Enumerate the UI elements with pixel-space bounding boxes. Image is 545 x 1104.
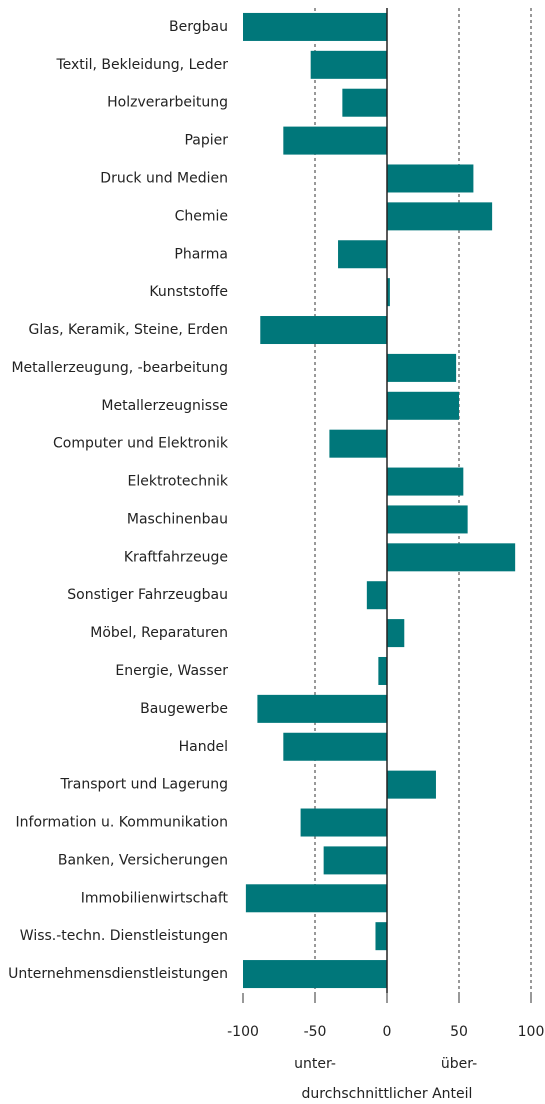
y-tick-label: Druck und Medien [100,170,228,186]
bar [387,391,459,420]
x-tick-label: -50 [304,1024,327,1040]
annotation: unter- [294,1056,336,1072]
bar [342,88,387,117]
bar [245,884,387,913]
annotation: durchschnittlicher Anteil [302,1086,473,1102]
bar [338,240,387,269]
bar [387,543,516,572]
y-tick-label: Chemie [175,208,228,224]
y-tick-label: Information u. Kommunikation [16,815,228,831]
bar [260,316,387,345]
y-tick-label: Möbel, Reparaturen [90,625,228,641]
y-tick-label: Kraftfahrzeuge [124,549,228,565]
x-tick-label: 100 [518,1024,545,1040]
annotation: über- [441,1056,477,1072]
y-tick-label: Energie, Wasser [115,663,228,679]
bar [283,126,387,155]
bar [257,694,387,723]
y-tick-label: Baugewerbe [140,701,228,717]
y-tick-label: Papier [184,133,228,149]
bar [387,619,405,648]
x-tick-label: -100 [227,1024,259,1040]
y-tick-label: Elektrotechnik [127,474,228,490]
bar [387,505,468,534]
bar [387,278,390,307]
y-tick-label: Wiss.-techn. Dienstleistungen [20,928,228,944]
bar [387,770,436,799]
bar [387,202,493,231]
y-tick-label: Immobilienwirtschaft [81,890,229,906]
y-tick-label: Metallerzeugung, -bearbeitung [11,360,228,376]
y-tick-label: Metallerzeugnisse [101,398,228,414]
bar [323,846,387,875]
y-tick-label: Banken, Versicherungen [58,852,228,868]
x-tick-label: 50 [450,1024,468,1040]
bar [387,164,474,193]
bar [387,353,457,382]
y-tick-label: Transport und Lagerung [60,777,229,793]
bar [283,732,387,761]
y-tick-label: Unternehmensdienstleistungen [8,966,228,982]
bar [387,467,464,496]
bar [310,50,387,79]
y-tick-label: Maschinenbau [127,511,228,527]
y-tick-label: Pharma [174,246,228,262]
y-tick-label: Holzverarbeitung [107,95,228,111]
y-tick-label: Sonstiger Fahrzeugbau [67,587,228,603]
x-tick-label: 0 [383,1024,392,1040]
bar [366,581,387,610]
bar [243,960,387,989]
y-tick-label: Computer und Elektronik [53,436,229,452]
bar [375,922,387,951]
y-tick-label: Handel [179,739,228,755]
bar [329,429,387,458]
y-tick-label: Bergbau [169,19,228,35]
bar [243,12,387,41]
bar [300,808,387,837]
y-tick-label: Kunststoffe [149,284,228,300]
y-tick-label: Glas, Keramik, Steine, Erden [29,322,228,338]
bar [378,656,387,685]
y-tick-label: Textil, Bekleidung, Leder [55,57,228,73]
